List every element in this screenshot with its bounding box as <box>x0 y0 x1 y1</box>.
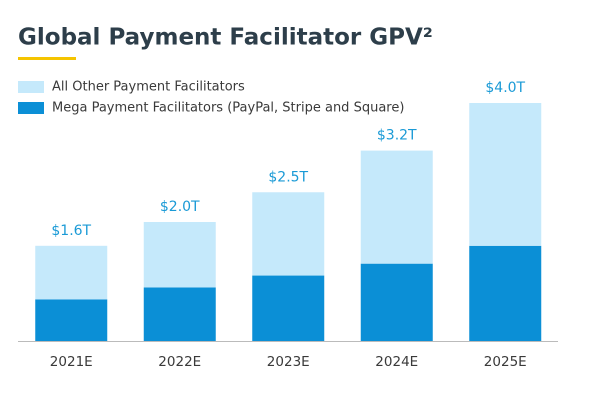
bar-segment <box>469 103 542 246</box>
bar-segment <box>360 263 433 341</box>
bar-segment <box>143 222 216 288</box>
x-tick-label: 2021E <box>50 354 93 370</box>
total-label: $2.0T <box>160 199 200 215</box>
legend-swatch <box>18 81 44 93</box>
legend-label: Mega Payment Facilitators (PayPal, Strip… <box>52 101 404 116</box>
total-label: $4.0T <box>485 80 525 96</box>
chart-title: Global Payment Facilitator GPV² <box>18 25 433 51</box>
x-tick-label: 2025E <box>484 354 527 370</box>
bar-segment <box>252 192 325 276</box>
total-label: $2.5T <box>268 169 308 185</box>
bar-segment <box>252 275 325 341</box>
legend-label: All Other Payment Facilitators <box>52 80 245 95</box>
bar-segment <box>35 299 108 341</box>
x-tick-label: 2022E <box>158 354 201 370</box>
title-underline <box>18 57 76 60</box>
bar-segment <box>35 245 108 300</box>
x-tick-label: 2024E <box>375 354 418 370</box>
legend-swatch <box>18 102 44 114</box>
bar-segment <box>143 287 216 341</box>
total-label: $1.6T <box>51 223 91 239</box>
bar-segment <box>469 245 542 341</box>
x-tick-label: 2023E <box>267 354 310 370</box>
total-label: $3.2T <box>377 128 417 144</box>
bar-segment <box>360 150 433 264</box>
